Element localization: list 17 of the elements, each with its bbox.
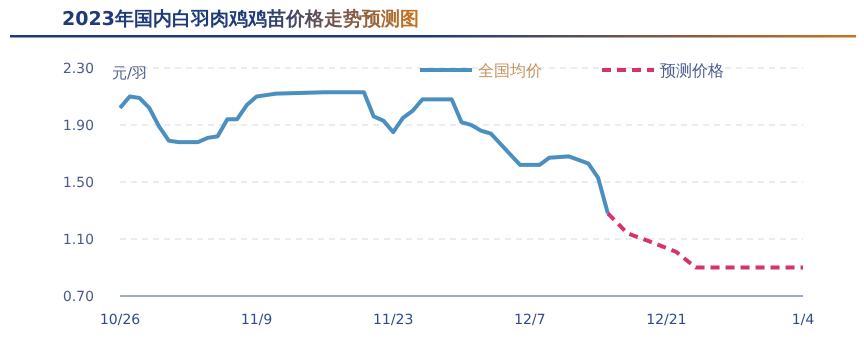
y-tick-label: 0.70 xyxy=(62,289,94,305)
x-tick-label: 1/4 xyxy=(792,312,814,328)
y-tick-label: 1.10 xyxy=(62,232,94,248)
y-axis-title: 元/羽 xyxy=(112,64,148,82)
y-tick-label: 2.30 xyxy=(62,61,94,77)
x-tick-label: 10/26 xyxy=(100,312,140,328)
legend-label: 预测价格 xyxy=(660,61,724,80)
x-tick-label: 11/23 xyxy=(373,312,414,328)
y-tick-label: 1.90 xyxy=(62,118,94,134)
y-tick-label: 1.50 xyxy=(62,175,94,191)
legend-label: 全国均价 xyxy=(478,61,542,80)
x-tick-label: 12/7 xyxy=(514,312,546,328)
x-tick-label: 11/9 xyxy=(240,312,272,328)
chart-title: 2023年国内白羽肉鸡鸡苗价格走势预测图 xyxy=(62,8,419,30)
line-series xyxy=(606,211,805,270)
x-tick-label: 12/21 xyxy=(646,312,687,328)
line-series xyxy=(118,90,610,216)
